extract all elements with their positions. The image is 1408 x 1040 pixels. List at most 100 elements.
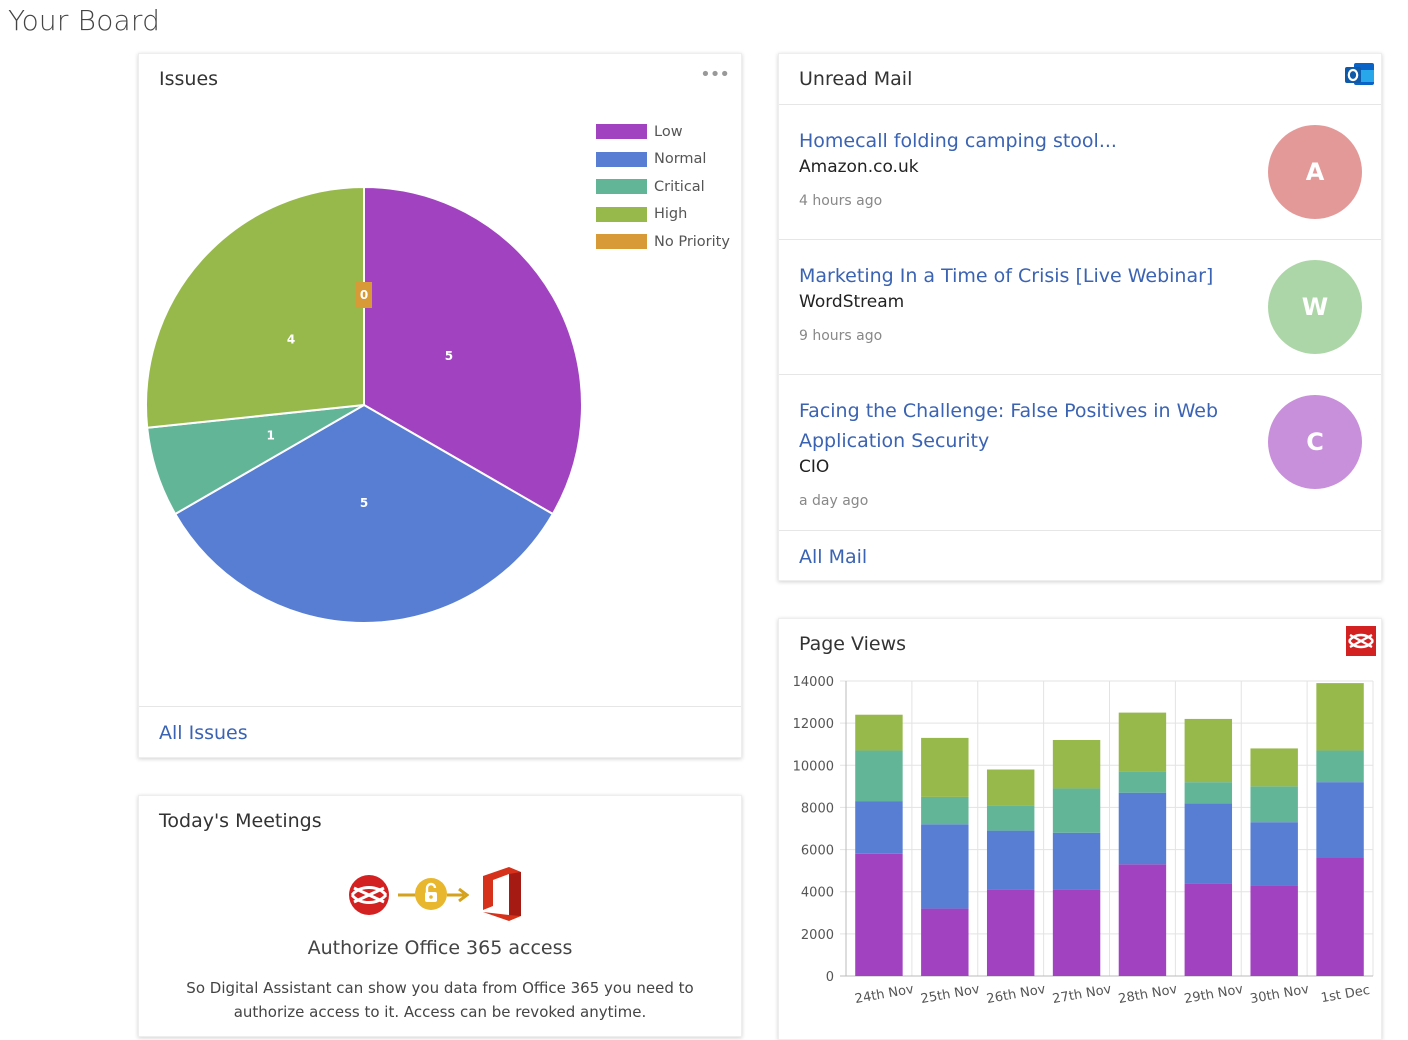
bar-segment[interactable] — [855, 801, 903, 854]
mail-footer-divider — [779, 530, 1381, 531]
issues-card-title: Issues — [159, 68, 219, 90]
bar-segment[interactable] — [1118, 864, 1167, 976]
all-issues-link[interactable]: All Issues — [159, 722, 248, 744]
legend-label: Normal — [654, 151, 707, 168]
pie-value-label: 1 — [267, 428, 275, 442]
issues-card: Issues ••• 5 5 1 4 0 Low Normal Critical High No… — [138, 53, 742, 758]
pageviews-card-title: Page Views — [799, 633, 907, 655]
bar-segment[interactable] — [1184, 803, 1233, 884]
bar-segment[interactable] — [986, 889, 1035, 976]
pie-value-label: 4 — [287, 332, 295, 346]
bar-segment[interactable] — [921, 796, 969, 825]
bar-segment[interactable] — [1184, 718, 1233, 783]
y-tick-label: 8000 — [801, 801, 834, 816]
y-tick-label: 4000 — [801, 886, 834, 901]
pageviews-card: Page Views 14000 12000 10000 8000 6000 4000 20… — [778, 618, 1382, 1040]
bar-segment[interactable] — [921, 737, 969, 797]
meetings-card: Today's Meetings Authorize Office 365 ac… — [138, 795, 742, 1037]
avatar: A — [1268, 125, 1362, 219]
app-logo-icon — [349, 875, 389, 915]
bar-segment[interactable] — [1052, 740, 1101, 789]
legend-swatch — [596, 179, 647, 195]
issues-legend: Low Normal Critical High No Priority — [596, 118, 730, 256]
bar-segment[interactable] — [1250, 822, 1298, 886]
bar-segment[interactable] — [1052, 788, 1101, 833]
mail-item[interactable]: Homecall folding camping stool... Amazon… — [779, 105, 1381, 239]
avatar: C — [1268, 395, 1362, 489]
mail-subject[interactable]: Facing the Challenge: False Positives in… — [799, 400, 1219, 452]
mail-item[interactable]: Facing the Challenge: False Positives in… — [779, 375, 1381, 530]
mail-header-divider — [779, 104, 1381, 105]
legend-swatch — [596, 234, 647, 250]
auth-title: Authorize Office 365 access — [307, 937, 573, 959]
x-tick-label: 29th Nov — [1183, 982, 1244, 1007]
arrow-right-icon — [398, 893, 418, 897]
bar-segment[interactable] — [1118, 712, 1167, 772]
pie-value-label: 5 — [360, 496, 368, 510]
mail-divider — [779, 239, 1381, 240]
mail-item[interactable]: Marketing In a Time of Crisis [Live Webi… — [779, 240, 1381, 374]
bar-segment[interactable] — [855, 714, 903, 751]
more-options-icon[interactable]: ••• — [700, 64, 730, 85]
y-tick-label: 0 — [826, 970, 834, 985]
mail-time: 9 hours ago — [799, 328, 883, 344]
bar-segment[interactable] — [1184, 782, 1233, 804]
legend-item[interactable]: No Priority — [596, 228, 730, 256]
auth-description: So Digital Assistant can show you data f… — [186, 979, 694, 1021]
legend-label: No Priority — [654, 233, 730, 250]
legend-swatch — [596, 151, 647, 167]
bar-segment[interactable] — [1118, 792, 1167, 865]
mail-sender: WordStream — [799, 292, 905, 312]
pie-value-label: 5 — [445, 349, 453, 363]
mail-card-title: Unread Mail — [799, 68, 913, 90]
outlook-icon[interactable] — [1344, 60, 1376, 90]
bar-segment[interactable] — [855, 853, 903, 976]
legend-item[interactable]: High — [596, 201, 730, 229]
bar-segment[interactable] — [1316, 750, 1364, 783]
bar-segment[interactable] — [921, 824, 969, 909]
legend-item[interactable]: Critical — [596, 173, 730, 201]
bar-segment[interactable] — [1052, 832, 1101, 890]
mail-time: 4 hours ago — [799, 193, 883, 209]
y-tick-label: 14000 — [793, 675, 834, 690]
bar-segment[interactable] — [1118, 771, 1167, 793]
bar-segment[interactable] — [1250, 748, 1298, 787]
y-tick-label: 10000 — [793, 759, 834, 774]
bar-segment[interactable] — [986, 805, 1035, 831]
bar-segment[interactable] — [1052, 889, 1101, 976]
legend-item[interactable]: Low — [596, 118, 730, 146]
arrow-right-icon — [447, 888, 469, 902]
bar-segment[interactable] — [1250, 786, 1298, 823]
pie-zero-label-bg — [356, 282, 372, 308]
office-icon — [483, 867, 521, 921]
bar-segment[interactable] — [986, 769, 1035, 806]
pie-slice-high[interactable] — [145, 185, 365, 429]
mail-subject[interactable]: Homecall folding camping stool... — [799, 130, 1117, 152]
legend-label: Low — [654, 123, 683, 140]
bar-segment[interactable] — [986, 830, 1035, 890]
pie-value-label: 0 — [360, 288, 368, 302]
bar-segment[interactable] — [1316, 683, 1364, 751]
bar-segment[interactable] — [1250, 885, 1298, 976]
bar-segment[interactable] — [1184, 883, 1233, 976]
x-tick-label: 28th Nov — [1117, 982, 1178, 1007]
all-mail-link[interactable]: All Mail — [799, 546, 868, 568]
pageviews-bar-chart: 14000 12000 10000 8000 6000 4000 2000 0 24th Nov… — [793, 675, 1374, 1007]
lock-icon — [415, 878, 447, 910]
x-tick-label: 26th Nov — [986, 982, 1047, 1007]
legend-swatch — [596, 124, 647, 140]
x-tick-label: 30th Nov — [1249, 982, 1310, 1007]
legend-swatch — [596, 206, 647, 222]
issues-pie-chart: 5 5 1 4 0 — [145, 185, 583, 624]
bar-segment[interactable] — [1316, 858, 1364, 976]
y-tick-label: 6000 — [801, 844, 834, 859]
bar-segment[interactable] — [855, 750, 903, 802]
bar-segment[interactable] — [921, 908, 969, 976]
meetings-card-title: Today's Meetings — [159, 810, 322, 832]
mail-divider — [779, 374, 1381, 375]
bar-segment[interactable] — [1316, 782, 1364, 858]
app-logo-icon[interactable] — [1346, 626, 1376, 656]
mail-subject[interactable]: Marketing In a Time of Crisis [Live Webi… — [799, 265, 1214, 287]
legend-item[interactable]: Normal — [596, 146, 730, 174]
pie-slice-low[interactable] — [363, 185, 583, 516]
